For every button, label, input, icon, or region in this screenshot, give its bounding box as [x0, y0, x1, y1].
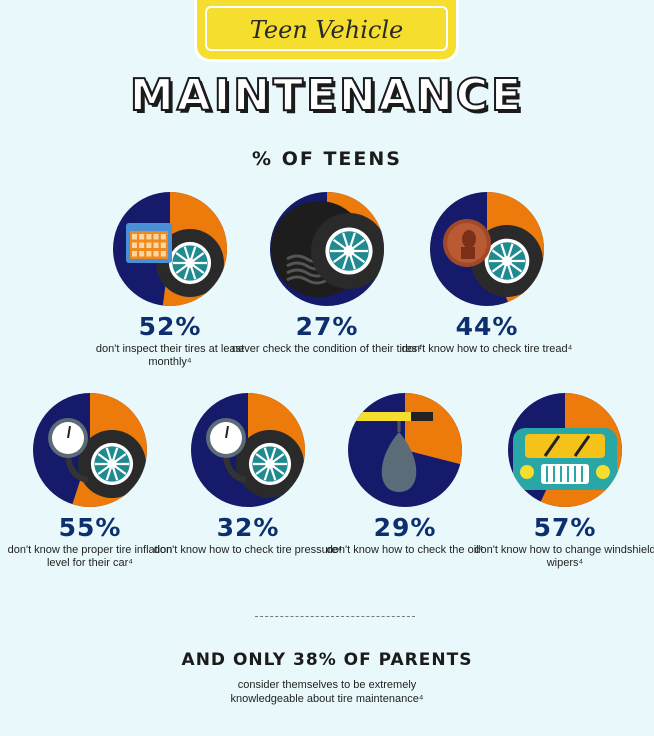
stat-description: don't know how to check the oil⁴	[326, 544, 484, 556]
percent-label: 29%	[373, 513, 437, 542]
percent-label: 57%	[533, 513, 597, 542]
stat-item: 32% don't know how to check tire pressure…	[153, 391, 343, 557]
stat-description: don't know how to change windshield wipe…	[474, 544, 654, 569]
pie-chart	[33, 393, 147, 507]
car-wipers-icon	[513, 428, 617, 490]
stat-item: 57% don't know how to change windshield w…	[470, 391, 654, 570]
pie-chart	[191, 393, 305, 507]
stat-description: don't know the proper tire inflation lev…	[7, 544, 173, 569]
percent-label: 52%	[138, 312, 202, 341]
penny-tire-icon	[443, 219, 543, 297]
stat-description: never check the condition of their tires…	[232, 343, 422, 355]
stat-item: 29% don't know how to check the oil⁴	[310, 391, 500, 557]
stat-description: don't inspect their tires at least month…	[95, 343, 245, 368]
pressure-gauge-tire-icon	[206, 418, 304, 498]
pie-chart	[508, 393, 622, 507]
percent-label: 55%	[58, 513, 122, 542]
parents-line-1: consider themselves to be extremely	[237, 679, 417, 691]
pie-chart	[113, 192, 227, 306]
tire-tread-icon	[271, 201, 384, 297]
parents-title: AND ONLY 38% OF PARENTS	[181, 650, 473, 670]
stat-description: don't know how to check tire tread⁴	[401, 343, 573, 355]
chart-subtitle: % OF TEENS	[252, 148, 402, 170]
pie-chart	[270, 192, 384, 306]
calendar-tire-icon	[126, 223, 224, 297]
percent-label: 32%	[216, 513, 280, 542]
page-title: MAINTENANCE	[129, 69, 525, 122]
percent-label: 44%	[455, 312, 519, 341]
pressure-gauge-tire-icon	[48, 418, 146, 498]
title-banner: Teen Vehicle	[194, 0, 459, 62]
oil-drop-icon	[355, 412, 433, 492]
divider	[255, 616, 415, 617]
pie-chart	[348, 393, 462, 507]
pie-slice	[405, 393, 462, 465]
stat-item: 27% never check the condition of their ti…	[232, 190, 422, 356]
banner-label: Teen Vehicle	[249, 15, 404, 44]
stat-item: 52% don't inspect their tires at least mo…	[75, 190, 265, 369]
percent-label: 27%	[295, 312, 359, 341]
parents-description: consider themselves to be extremely know…	[0, 678, 654, 706]
banner-border	[205, 6, 448, 51]
stat-description: don't know how to check tire pressure⁴	[153, 544, 343, 556]
parents-line-2: knowledgeable about tire maintenance⁴	[230, 693, 424, 705]
stat-item: 55% don't know the proper tire inflation …	[0, 391, 185, 570]
stat-item: 44% don't know how to check tire tread⁴	[392, 190, 582, 356]
pie-chart	[430, 192, 544, 306]
